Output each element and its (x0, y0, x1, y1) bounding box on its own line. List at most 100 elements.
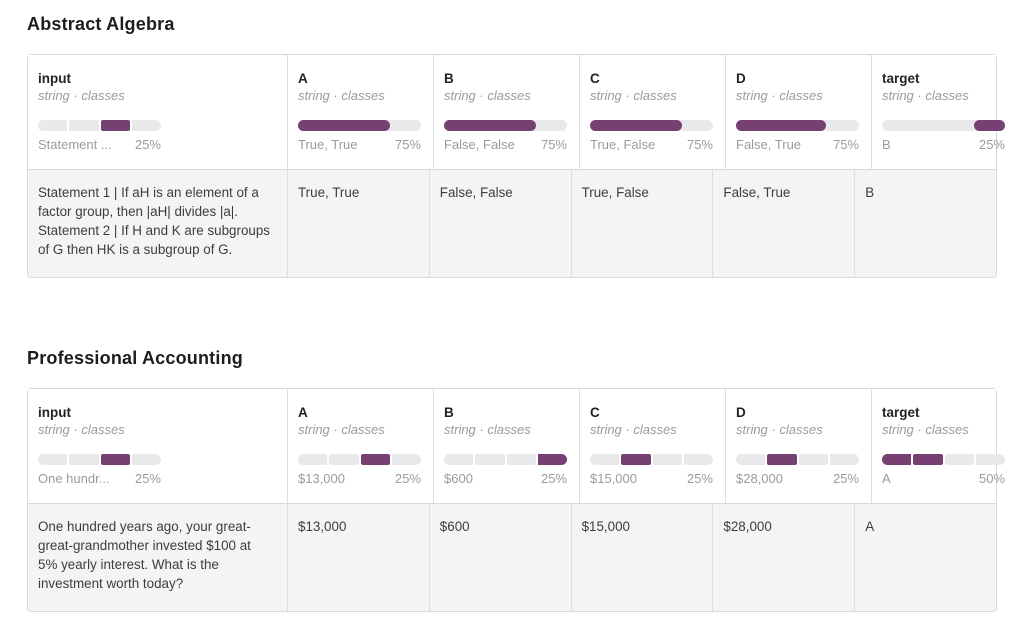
column-type: string · classes (736, 422, 823, 437)
bar-caption: $28,000 25% (736, 471, 859, 486)
cell-target: A (854, 504, 996, 611)
cell-d: $28,000 (712, 504, 854, 611)
cell-b: False, False (428, 170, 571, 277)
column-type: string · classes (298, 422, 385, 437)
top-class-label: Statement ... (38, 137, 112, 152)
top-class-label: True, True (298, 137, 358, 152)
top-class-label: B (882, 137, 891, 152)
column-type: string · classes (298, 88, 385, 103)
top-class-percent: 25% (978, 137, 1005, 152)
top-class-percent: 25% (540, 471, 567, 486)
class-distribution-bar[interactable] (444, 120, 567, 131)
column-type: string · classes (590, 88, 677, 103)
column-name: B (444, 405, 454, 420)
column-name: target (882, 71, 920, 86)
column-name: A (298, 71, 308, 86)
section-title: Professional Accounting (27, 348, 243, 368)
column-header-b[interactable]: B string · classes False, False 75% (433, 55, 579, 169)
top-class-percent: 25% (134, 137, 161, 152)
class-distribution-bar[interactable] (298, 454, 421, 465)
dataset-section-abstract-algebra: Abstract Algebra input string · classes … (27, 14, 1005, 278)
column-header-a[interactable]: A string · classes $13,000 25% (287, 389, 433, 503)
bar-caption: True, False 75% (590, 137, 713, 152)
top-class-percent: 75% (394, 137, 421, 152)
column-header-c[interactable]: C string · classes True, False 75% (579, 55, 725, 169)
dataset-table: input string · classes One hundr... 25% … (27, 388, 1005, 612)
top-class-label: $15,000 (590, 471, 637, 486)
column-header-d[interactable]: D string · classes $28,000 25% (725, 389, 871, 503)
column-header-input[interactable]: input string · classes Statement ... 25% (28, 55, 287, 169)
column-name: D (736, 71, 746, 86)
class-distribution-bar[interactable] (444, 454, 567, 465)
class-distribution-bar[interactable] (298, 120, 421, 131)
bar-caption: B 25% (882, 137, 1005, 152)
column-name: C (590, 71, 600, 86)
cell-a: $13,000 (287, 504, 429, 611)
class-distribution-bar[interactable] (38, 454, 161, 465)
column-name: C (590, 405, 600, 420)
section-title: Abstract Algebra (27, 14, 175, 34)
class-distribution-bar[interactable] (882, 454, 1005, 465)
top-class-label: False, True (736, 137, 802, 152)
column-type: string · classes (444, 88, 531, 103)
class-distribution-bar[interactable] (882, 120, 1005, 131)
column-type: string · classes (38, 88, 125, 103)
bar-caption: $13,000 25% (298, 471, 421, 486)
column-name: input (38, 405, 71, 420)
dataset-table: input string · classes Statement ... 25%… (27, 54, 1005, 278)
class-distribution-bar[interactable] (590, 120, 713, 131)
column-header-target[interactable]: target string · classes B 25% (871, 55, 1017, 169)
top-class-label: $600 (444, 471, 473, 486)
cell-a: True, True (287, 170, 429, 277)
class-distribution-bar[interactable] (736, 454, 859, 465)
top-class-label: False, False (444, 137, 515, 152)
top-class-label: $13,000 (298, 471, 345, 486)
cell-b: $600 (428, 504, 571, 611)
column-name: D (736, 405, 746, 420)
top-class-percent: 50% (978, 471, 1005, 486)
top-class-percent: 25% (686, 471, 713, 486)
cell-target: B (854, 170, 996, 277)
cell-d: False, True (712, 170, 854, 277)
top-class-percent: 25% (134, 471, 161, 486)
column-header-a[interactable]: A string · classes True, True 75% (287, 55, 433, 169)
class-distribution-bar[interactable] (38, 120, 161, 131)
dataset-section-professional-accounting: Professional Accounting input string · c… (27, 348, 1005, 612)
column-name: input (38, 71, 71, 86)
table-row[interactable]: Statement 1 | If aH is an element of a f… (28, 169, 996, 277)
column-name: A (298, 405, 308, 420)
column-header-c[interactable]: C string · classes $15,000 25% (579, 389, 725, 503)
column-header-d[interactable]: D string · classes False, True 75% (725, 55, 871, 169)
cell-input: Statement 1 | If aH is an element of a f… (38, 185, 270, 258)
top-class-percent: 25% (832, 471, 859, 486)
bar-caption: False, False 75% (444, 137, 567, 152)
column-header-input[interactable]: input string · classes One hundr... 25% (28, 389, 287, 503)
cell-input: One hundred years ago, your great-great-… (38, 519, 251, 592)
top-class-percent: 75% (540, 137, 567, 152)
column-header-b[interactable]: B string · classes $600 25% (433, 389, 579, 503)
class-distribution-bar[interactable] (590, 454, 713, 465)
table-row[interactable]: One hundred years ago, your great-great-… (28, 503, 996, 611)
top-class-percent: 75% (832, 137, 859, 152)
top-class-label: One hundr... (38, 471, 110, 486)
bar-caption: Statement ... 25% (38, 137, 161, 152)
top-class-label: A (882, 471, 891, 486)
table-header-row: input string · classes Statement ... 25%… (28, 55, 1005, 169)
column-type: string · classes (736, 88, 823, 103)
table-header-row: input string · classes One hundr... 25% … (28, 389, 1005, 503)
bar-caption: False, True 75% (736, 137, 859, 152)
bar-caption: True, True 75% (298, 137, 421, 152)
column-type: string · classes (882, 422, 969, 437)
column-name: B (444, 71, 454, 86)
column-type: string · classes (882, 88, 969, 103)
top-class-label: $28,000 (736, 471, 783, 486)
bar-caption: A 50% (882, 471, 1005, 486)
bar-caption: $15,000 25% (590, 471, 713, 486)
column-name: target (882, 405, 920, 420)
top-class-percent: 75% (686, 137, 713, 152)
column-header-target[interactable]: target string · classes A 50% (871, 389, 1017, 503)
column-type: string · classes (444, 422, 531, 437)
top-class-percent: 25% (394, 471, 421, 486)
class-distribution-bar[interactable] (736, 120, 859, 131)
cell-c: True, False (570, 170, 713, 277)
